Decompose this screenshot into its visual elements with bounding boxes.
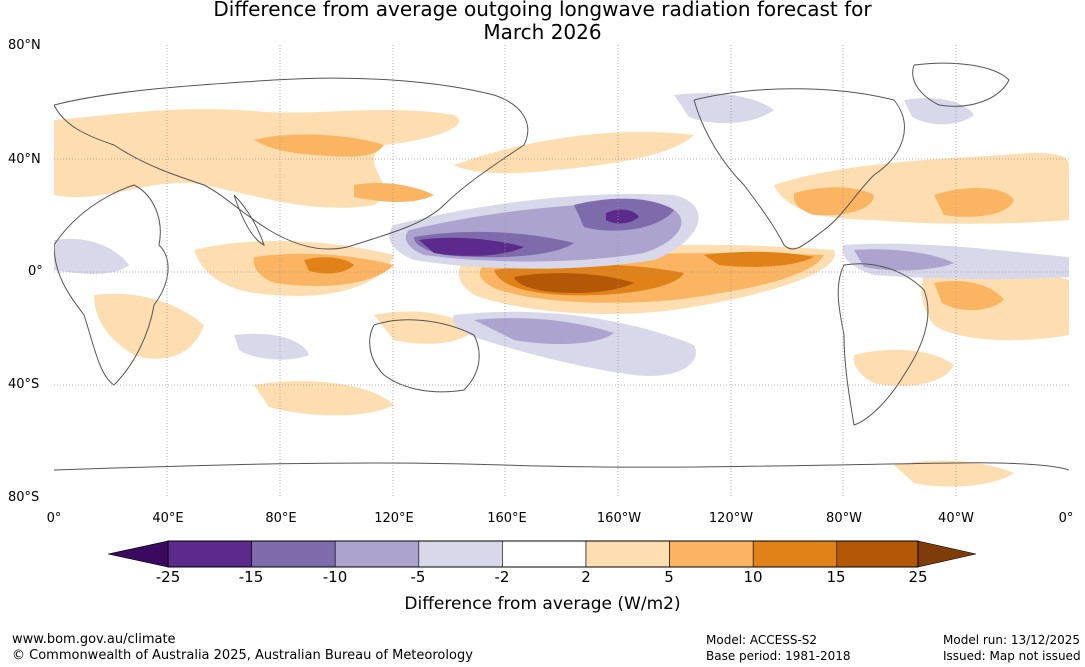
lon-label-160w: 160°W xyxy=(596,511,642,526)
anomaly-west-pacific-dark-purple xyxy=(419,237,524,256)
colorbar-swatch-1 xyxy=(167,540,252,568)
colorbar-swatch-8 xyxy=(752,540,838,568)
colorbar-tick-5: 5 xyxy=(664,568,674,586)
coastline-south-america xyxy=(837,263,929,426)
lat-label-0: 0° xyxy=(28,264,43,279)
anomaly-north-america-pale-purple xyxy=(674,93,774,124)
anomaly-atlantic-light-purple xyxy=(854,249,954,271)
colorbar-outline xyxy=(167,540,919,568)
colorbar-tick-15: 15 xyxy=(826,568,846,586)
coastline-greenland xyxy=(912,62,1010,107)
footer-copyright: © Commonwealth of Australia 2025, Austra… xyxy=(12,648,473,663)
coastline-indian-subcontinent xyxy=(233,194,265,246)
footer-issued: Issued: Map not issued xyxy=(943,649,1081,663)
colorbar-tick-neg15: -15 xyxy=(238,568,264,586)
anomaly-north-atlantic-orange xyxy=(934,188,1014,217)
lon-label-80e: 80°E xyxy=(265,511,297,526)
footer-model: Model: ACCESS-S2 xyxy=(706,633,818,647)
coastlines xyxy=(54,62,1069,471)
lon-label-120e: 120°E xyxy=(374,511,414,526)
anomaly-australia-light-orange xyxy=(374,311,474,344)
anomaly-north-pacific-light-orange xyxy=(454,131,694,174)
anomaly-maritime-continent-dark-orange xyxy=(304,257,354,274)
coastline-eurasia xyxy=(54,77,529,250)
colorbar-tick-neg25: -25 xyxy=(155,568,181,586)
anomaly-central-asia-orange xyxy=(254,134,384,157)
anomaly-east-pacific-dark-orange xyxy=(704,251,814,267)
anomaly-south-pacific-light-purple xyxy=(474,318,614,345)
colorbar-swatch-below-min xyxy=(108,540,169,568)
colorbar-title: Difference from average (W/m2) xyxy=(404,594,681,614)
colorbar-swatch-7 xyxy=(669,540,754,568)
anomaly-pacific-brown-orange xyxy=(514,273,634,293)
lon-label-160e: 160°E xyxy=(487,511,527,526)
anomaly-africa-pale-purple xyxy=(54,238,129,274)
colorbar-swatch-above-max xyxy=(917,540,977,568)
lon-label-40e: 40°E xyxy=(152,511,184,526)
lon-label-120w: 120°W xyxy=(708,511,754,526)
anomaly-north-atlantic-pale-purple xyxy=(904,98,974,125)
coastline-australia xyxy=(369,319,480,393)
lat-label-40s: 40°S xyxy=(8,377,40,392)
coastline-africa xyxy=(54,184,169,386)
lon-label-40w: 40°W xyxy=(938,511,974,526)
map-canvas xyxy=(54,45,1069,498)
anomaly-na-atlantic-orange xyxy=(793,187,874,216)
footer-model-run: Model run: 13/12/2025 xyxy=(943,633,1081,647)
colorbar-swatch-9 xyxy=(836,540,919,568)
colorbar-tick-10: 10 xyxy=(743,568,763,586)
map-title-line1: Difference from average outgoing longwav… xyxy=(213,0,872,21)
colorbar-swatch-3 xyxy=(334,540,420,568)
gridlines xyxy=(54,45,1069,498)
colorbar-swatch-2 xyxy=(251,540,336,568)
colorbar-tick-25: 25 xyxy=(908,568,928,586)
colorbar xyxy=(108,540,977,568)
colorbar-tick-neg10: -10 xyxy=(322,568,348,586)
colorbar-tick-neg5: -5 xyxy=(410,568,426,586)
positive-anomaly-areas xyxy=(54,109,1069,487)
colorbar-swatch-6 xyxy=(585,540,670,568)
lat-label-80s: 80°S xyxy=(8,490,40,505)
footer-website: www.bom.gov.au/climate xyxy=(12,632,176,647)
map-title-line2: March 2026 xyxy=(483,20,602,44)
anomaly-south-atlantic-orange xyxy=(934,280,1004,311)
anomaly-nh-band-light-orange xyxy=(54,109,460,208)
anomaly-antarctic-light-orange xyxy=(894,460,1014,487)
colorbar-tick-2: 2 xyxy=(581,568,591,586)
lon-label-0-left: 0° xyxy=(46,511,62,526)
anomaly-north-pacific-dark-purple xyxy=(606,209,639,224)
lon-label-80w: 80°W xyxy=(826,511,862,526)
anomaly-south-america-light-orange xyxy=(853,349,954,386)
coastline-north-america xyxy=(693,88,905,250)
anomaly-south-indian-pale-purple xyxy=(234,333,309,360)
olr-anomaly-map xyxy=(54,45,1069,498)
colorbar-swatch-5 xyxy=(502,540,587,568)
anomaly-east-asia-orange xyxy=(354,183,434,202)
lat-label-40n: 40°N xyxy=(8,152,41,167)
colorbar-swatch-4 xyxy=(418,540,503,568)
coastline-antarctica xyxy=(54,462,1069,471)
anomaly-south-indian-light-orange xyxy=(254,381,394,416)
lat-label-80n: 80°N xyxy=(8,38,41,53)
footer-base-period: Base period: 1981-2018 xyxy=(706,649,851,663)
colorbar-tick-neg2: -2 xyxy=(494,568,510,586)
lon-label-0-right: 0° xyxy=(1058,511,1074,526)
